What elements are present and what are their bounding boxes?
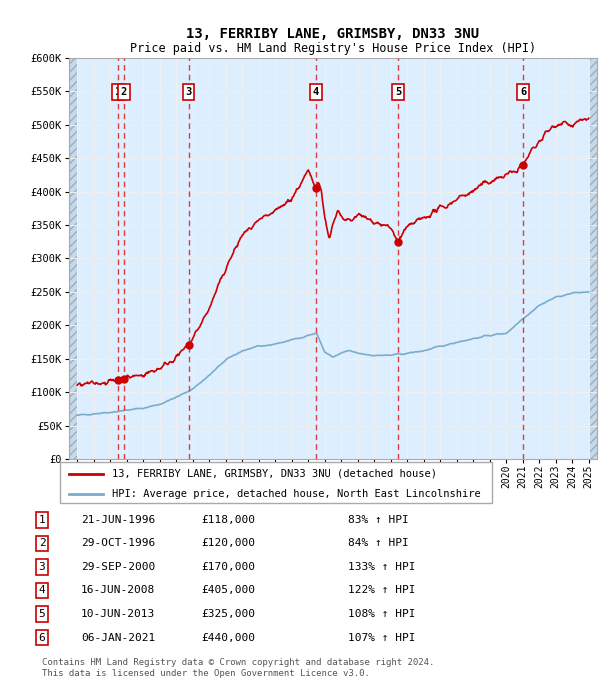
Text: 1: 1 [38,515,46,525]
FancyBboxPatch shape [60,462,492,503]
Text: 10-JUN-2013: 10-JUN-2013 [81,609,155,619]
Text: This data is licensed under the Open Government Licence v3.0.: This data is licensed under the Open Gov… [42,669,370,678]
Text: 108% ↑ HPI: 108% ↑ HPI [348,609,415,619]
Text: £440,000: £440,000 [201,632,255,643]
Text: 13, FERRIBY LANE, GRIMSBY, DN33 3NU (detached house): 13, FERRIBY LANE, GRIMSBY, DN33 3NU (det… [112,469,437,479]
Text: £325,000: £325,000 [201,609,255,619]
Text: Contains HM Land Registry data © Crown copyright and database right 2024.: Contains HM Land Registry data © Crown c… [42,658,434,666]
Text: 3: 3 [38,562,46,572]
Text: 6: 6 [520,87,526,97]
Text: 4: 4 [38,585,46,596]
Text: 13, FERRIBY LANE, GRIMSBY, DN33 3NU: 13, FERRIBY LANE, GRIMSBY, DN33 3NU [187,27,479,41]
Text: 06-JAN-2021: 06-JAN-2021 [81,632,155,643]
Text: 2: 2 [121,87,127,97]
Text: HPI: Average price, detached house, North East Lincolnshire: HPI: Average price, detached house, Nort… [112,489,481,499]
Text: 29-OCT-1996: 29-OCT-1996 [81,539,155,548]
Text: 107% ↑ HPI: 107% ↑ HPI [348,632,415,643]
Text: 16-JUN-2008: 16-JUN-2008 [81,585,155,596]
Text: 2: 2 [38,539,46,548]
Text: £118,000: £118,000 [201,515,255,525]
Text: 6: 6 [38,632,46,643]
Text: 122% ↑ HPI: 122% ↑ HPI [348,585,415,596]
Text: 3: 3 [185,87,192,97]
Text: 83% ↑ HPI: 83% ↑ HPI [348,515,409,525]
Bar [69,58,77,459]
Text: £170,000: £170,000 [201,562,255,572]
Text: 84% ↑ HPI: 84% ↑ HPI [348,539,409,548]
Bar [589,58,597,459]
Text: 4: 4 [313,87,319,97]
Text: 5: 5 [395,87,401,97]
Text: 133% ↑ HPI: 133% ↑ HPI [348,562,415,572]
Text: 1: 1 [115,87,121,97]
Text: 29-SEP-2000: 29-SEP-2000 [81,562,155,572]
Text: £120,000: £120,000 [201,539,255,548]
Text: 21-JUN-1996: 21-JUN-1996 [81,515,155,525]
Text: Price paid vs. HM Land Registry's House Price Index (HPI): Price paid vs. HM Land Registry's House … [130,42,536,55]
Text: 5: 5 [38,609,46,619]
Text: £405,000: £405,000 [201,585,255,596]
